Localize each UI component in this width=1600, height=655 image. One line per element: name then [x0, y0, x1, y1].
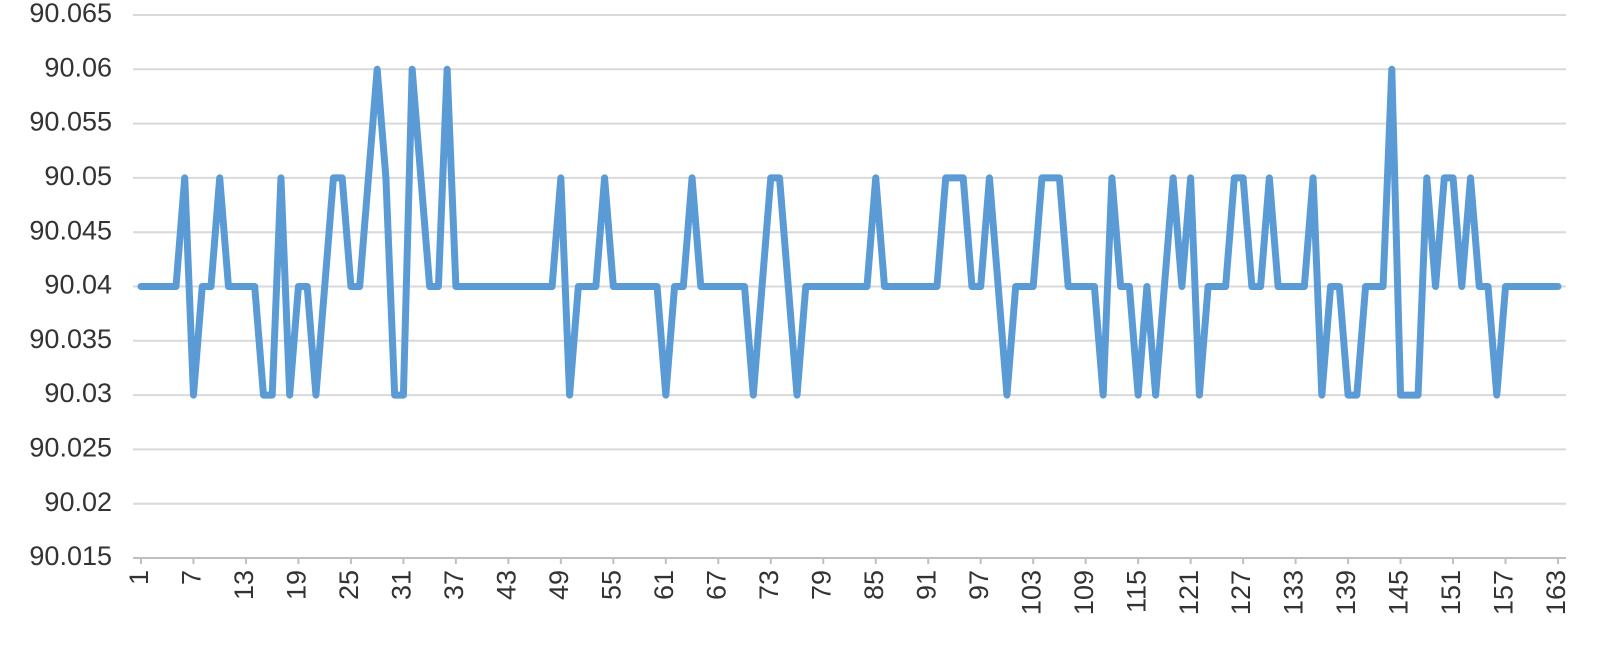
x-tick-label: 163: [1541, 570, 1571, 615]
x-tick-label: 115: [1121, 570, 1151, 613]
x-tick-label: 49: [544, 570, 574, 600]
x-tick-label: 43: [491, 570, 521, 600]
x-tick-label: 55: [596, 570, 626, 600]
x-tick-label: 97: [964, 570, 994, 600]
y-tick-label: 90.06: [44, 52, 112, 82]
x-tick-label: 157: [1489, 570, 1519, 615]
x-tick-label: 1: [124, 570, 154, 585]
x-tick-label: 25: [334, 570, 364, 600]
y-tick-label: 90.045: [29, 215, 112, 245]
y-tick-label: 90.02: [44, 487, 112, 517]
x-tick-label: 145: [1384, 570, 1414, 615]
x-tick-label: 151: [1436, 570, 1466, 615]
x-tick-label: 79: [806, 570, 836, 600]
x-tick-label: 139: [1331, 570, 1361, 615]
x-tick-label: 85: [859, 570, 889, 600]
x-tick-label: 61: [649, 570, 679, 600]
x-tick-label: 19: [282, 570, 312, 600]
y-tick-label: 90.025: [29, 433, 112, 463]
x-tick-label: 31: [387, 570, 417, 600]
y-tick-label: 90.04: [44, 270, 112, 300]
data-line: [137, 65, 1562, 399]
x-tick-label: 133: [1279, 570, 1309, 615]
y-tick-label: 90.05: [44, 161, 112, 191]
y-tick-label: 90.035: [29, 324, 112, 354]
y-tick-label: 90.065: [29, 0, 112, 28]
x-tick-label: 109: [1069, 570, 1099, 615]
x-tick-label: 91: [911, 570, 941, 600]
x-tick-label: 67: [701, 570, 731, 600]
x-tick-label: 13: [229, 570, 259, 600]
x-tick-label: 127: [1226, 570, 1256, 615]
x-tick-label: 121: [1174, 570, 1204, 615]
y-tick-label: 90.055: [29, 107, 112, 137]
x-tick-label: 7: [177, 570, 207, 585]
y-tick-label: 90.03: [44, 378, 112, 408]
x-tick-label: 37: [439, 570, 469, 600]
x-tick-label: 103: [1016, 570, 1046, 615]
y-tick-label: 90.015: [29, 541, 112, 571]
x-tick-label: 73: [754, 570, 784, 600]
